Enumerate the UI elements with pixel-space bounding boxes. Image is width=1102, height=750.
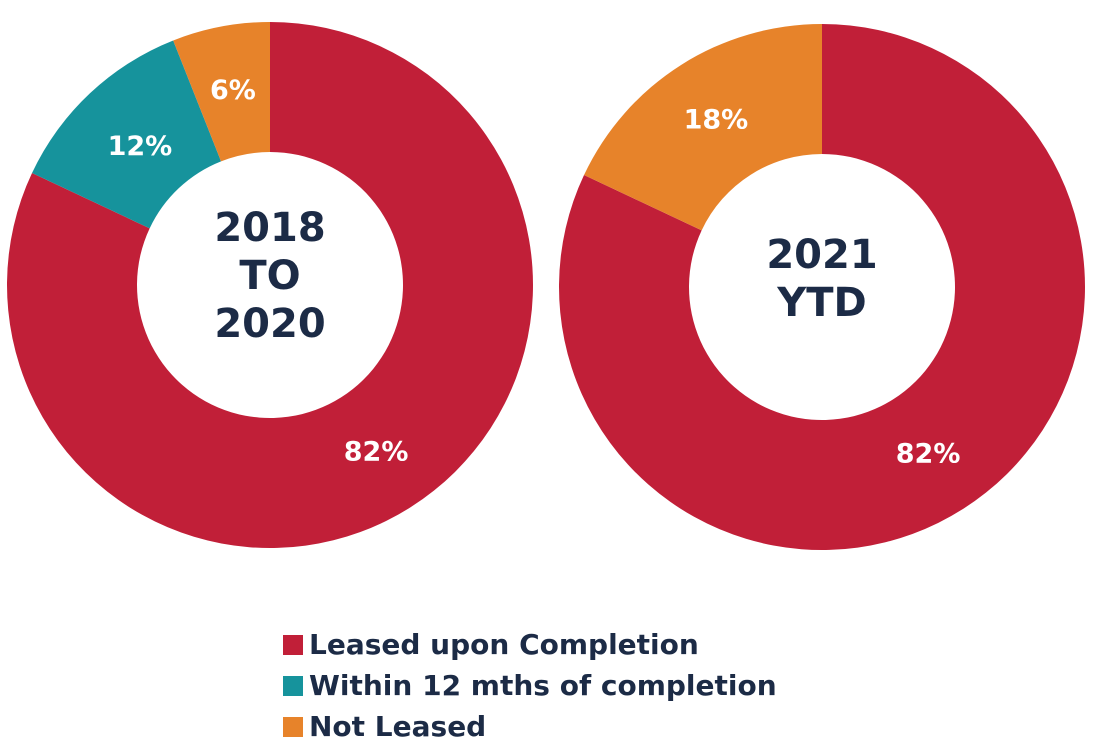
slice-label-leased-upon-completion: 82% [344,437,409,468]
legend-label-leased: Leased upon Completion [309,628,699,661]
legend-label-not-leased: Not Leased [309,710,487,743]
slice-within-12-mths-of-completion [32,40,222,229]
legend-swatch-leased [283,634,303,655]
chart-legend: Leased upon Completion Within 12 mths of… [283,624,777,747]
slice-not-leased [173,22,270,162]
center-label-line: TO [239,253,300,299]
center-label-line: 2018 [214,205,325,251]
legend-item-not-leased: Not Leased [283,706,777,747]
slice-not-leased [584,23,822,231]
center-label-line: 2021 [766,232,877,278]
slice-leased-upon-completion [7,22,533,549]
legend-swatch-not-leased [283,716,303,737]
center-label-line: YTD [776,280,866,326]
legend-item-within: Within 12 mths of completion [283,665,777,706]
slice-label-not-leased: 18% [684,104,749,135]
slice-leased-upon-completion [559,24,1085,550]
legend-swatch-within [283,675,303,696]
legend-label-within: Within 12 mths of completion [309,669,777,702]
center-label-line: 2020 [214,301,325,347]
legend-item-leased: Leased upon Completion [283,624,777,665]
slice-label-not-leased: 6% [210,75,256,106]
slice-label-leased-upon-completion: 82% [896,439,961,470]
slice-label-within-12-mths-of-completion: 12% [108,131,173,162]
